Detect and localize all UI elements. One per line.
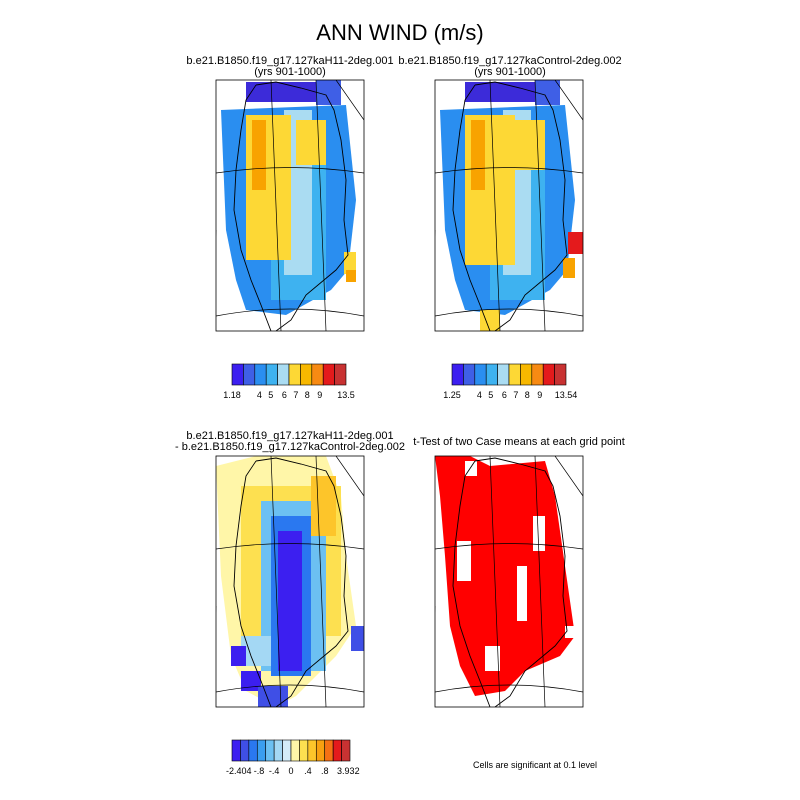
colorbar-label: 5 [268, 390, 273, 400]
colorbar-box [520, 363, 533, 386]
colorbar-box [324, 739, 334, 762]
colorbar-box [497, 363, 510, 386]
colorbar-label: 5 [488, 390, 493, 400]
colorbar-label: 9 [317, 390, 322, 400]
colorbar-label: 13.5 [337, 390, 355, 400]
panel-title: b.e21.B1850.f19_g17.127kaH11-2deg.001 [186, 430, 393, 442]
figure-title: ANN WIND (m/s) [316, 20, 483, 45]
colorbar-box [341, 739, 351, 762]
colorbar-box [282, 739, 292, 762]
colorbar-box [256, 739, 267, 762]
colorbar-box [254, 363, 267, 386]
map-panel [215, 455, 365, 708]
colorbar-box [451, 363, 464, 386]
colorbar-label: 0 [288, 766, 293, 776]
colorbar-label: 1.25 [443, 390, 461, 400]
colorbar-label: -2.404 [226, 766, 252, 776]
colorbar-box [542, 363, 555, 386]
panel-title: b.e21.B1850.f19_g17.127kaControl-2deg.00… [398, 55, 621, 67]
colorbar-box [300, 363, 313, 386]
colorbar-box [311, 363, 324, 386]
colorbar-box [332, 739, 342, 762]
colorbar-box [231, 363, 244, 386]
colorbar-label: .4 [304, 766, 312, 776]
colorbar-label: 4 [477, 390, 482, 400]
colorbar-box [531, 363, 544, 386]
colorbar-label: 4 [257, 390, 262, 400]
colorbar-box [322, 363, 335, 386]
colorbar-label: 7 [293, 390, 298, 400]
colorbar-label: 1.18 [223, 390, 241, 400]
colorbar-box [273, 739, 283, 762]
colorbar-box [554, 363, 567, 386]
colorbar-box [290, 739, 300, 762]
map-panel [434, 79, 584, 332]
colorbar-box [315, 739, 326, 762]
panel-title: b.e21.B1850.f19_g17.127kaH11-2deg.001 [186, 55, 393, 67]
colorbar-label: 6 [282, 390, 287, 400]
colorbar-box [265, 739, 275, 762]
colorbar-label: 9 [537, 390, 542, 400]
colorbar-label: 8 [305, 390, 310, 400]
colorbar-box [240, 739, 250, 762]
colorbar-box [243, 363, 256, 386]
colorbar-box [288, 363, 301, 386]
colorbar-box [231, 739, 241, 762]
panel-title: (yrs 901-1000) [254, 66, 326, 78]
panel-title: - b.e21.B1850.f19_g17.127kaControl-2deg.… [175, 441, 405, 453]
colorbar-label: .8 [321, 766, 329, 776]
panel-title: t-Test of two Case means at each grid po… [413, 436, 625, 448]
colorbar-box [508, 363, 521, 386]
colorbar-box [474, 363, 487, 386]
colorbar-box [485, 363, 498, 386]
map-panel [215, 79, 365, 332]
panel-title: (yrs 901-1000) [474, 66, 546, 78]
colorbar-label: -.8 [254, 766, 265, 776]
colorbar-box [248, 739, 258, 762]
colorbar-box [299, 739, 309, 762]
colorbar-label: -.4 [269, 766, 280, 776]
colorbar-box [277, 363, 290, 386]
map-panel [434, 455, 584, 708]
colorbar-label: 6 [502, 390, 507, 400]
colorbar-box [334, 363, 347, 386]
colorbar-box [463, 363, 476, 386]
colorbar-label: 13.54 [555, 390, 578, 400]
colorbar-box [307, 739, 317, 762]
colorbar-label: 3.932 [337, 766, 360, 776]
colorbar-label: 7 [513, 390, 518, 400]
colorbar-box [265, 363, 278, 386]
footnote: Cells are significant at 0.1 level [473, 760, 597, 770]
colorbar-label: 8 [525, 390, 530, 400]
